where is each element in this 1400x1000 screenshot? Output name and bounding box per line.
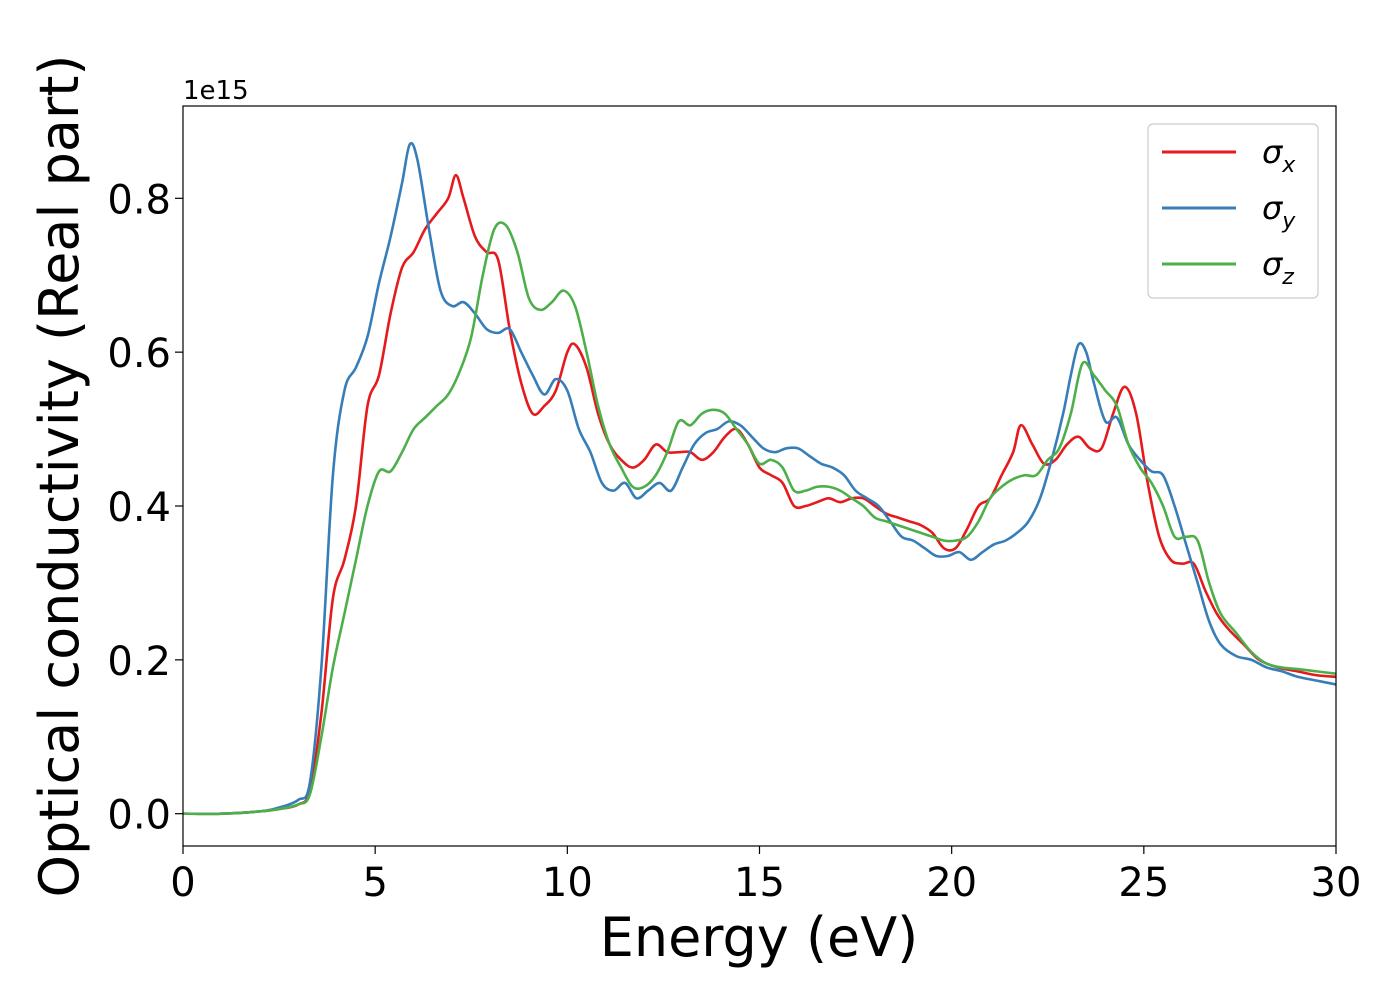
y-tick-label: 0.0	[107, 793, 171, 839]
x-tick-label: 10	[542, 860, 593, 906]
x-tick-label: 20	[926, 860, 977, 906]
legend-subscript: x	[1281, 153, 1296, 178]
x-tick-label: 5	[362, 860, 387, 906]
legend-box	[1147, 123, 1319, 299]
x-axis-label: Energy (eV)	[600, 906, 919, 969]
y-tick-label: 0.8	[107, 177, 171, 223]
y-tick-label: 0.2	[107, 639, 171, 685]
y-tick-label: 0.6	[107, 331, 171, 377]
plot-area	[183, 106, 1336, 846]
y-offset-label: 1e15	[183, 76, 249, 106]
series-line-x	[183, 173, 1336, 816]
x-tick-label: 15	[734, 860, 785, 906]
legend-subscript: z	[1281, 265, 1294, 290]
x-tick-label: 30	[1311, 860, 1362, 906]
x-tick-label: 25	[1118, 860, 1169, 906]
series-line-y	[183, 141, 1336, 816]
x-tick-label: 0	[170, 860, 195, 906]
y-tick-label: 0.4	[107, 485, 171, 531]
series-line-z	[183, 221, 1336, 816]
y-axis-label: Optical conductivity (Real part)	[28, 55, 91, 898]
legend-subscript: y	[1281, 209, 1296, 234]
